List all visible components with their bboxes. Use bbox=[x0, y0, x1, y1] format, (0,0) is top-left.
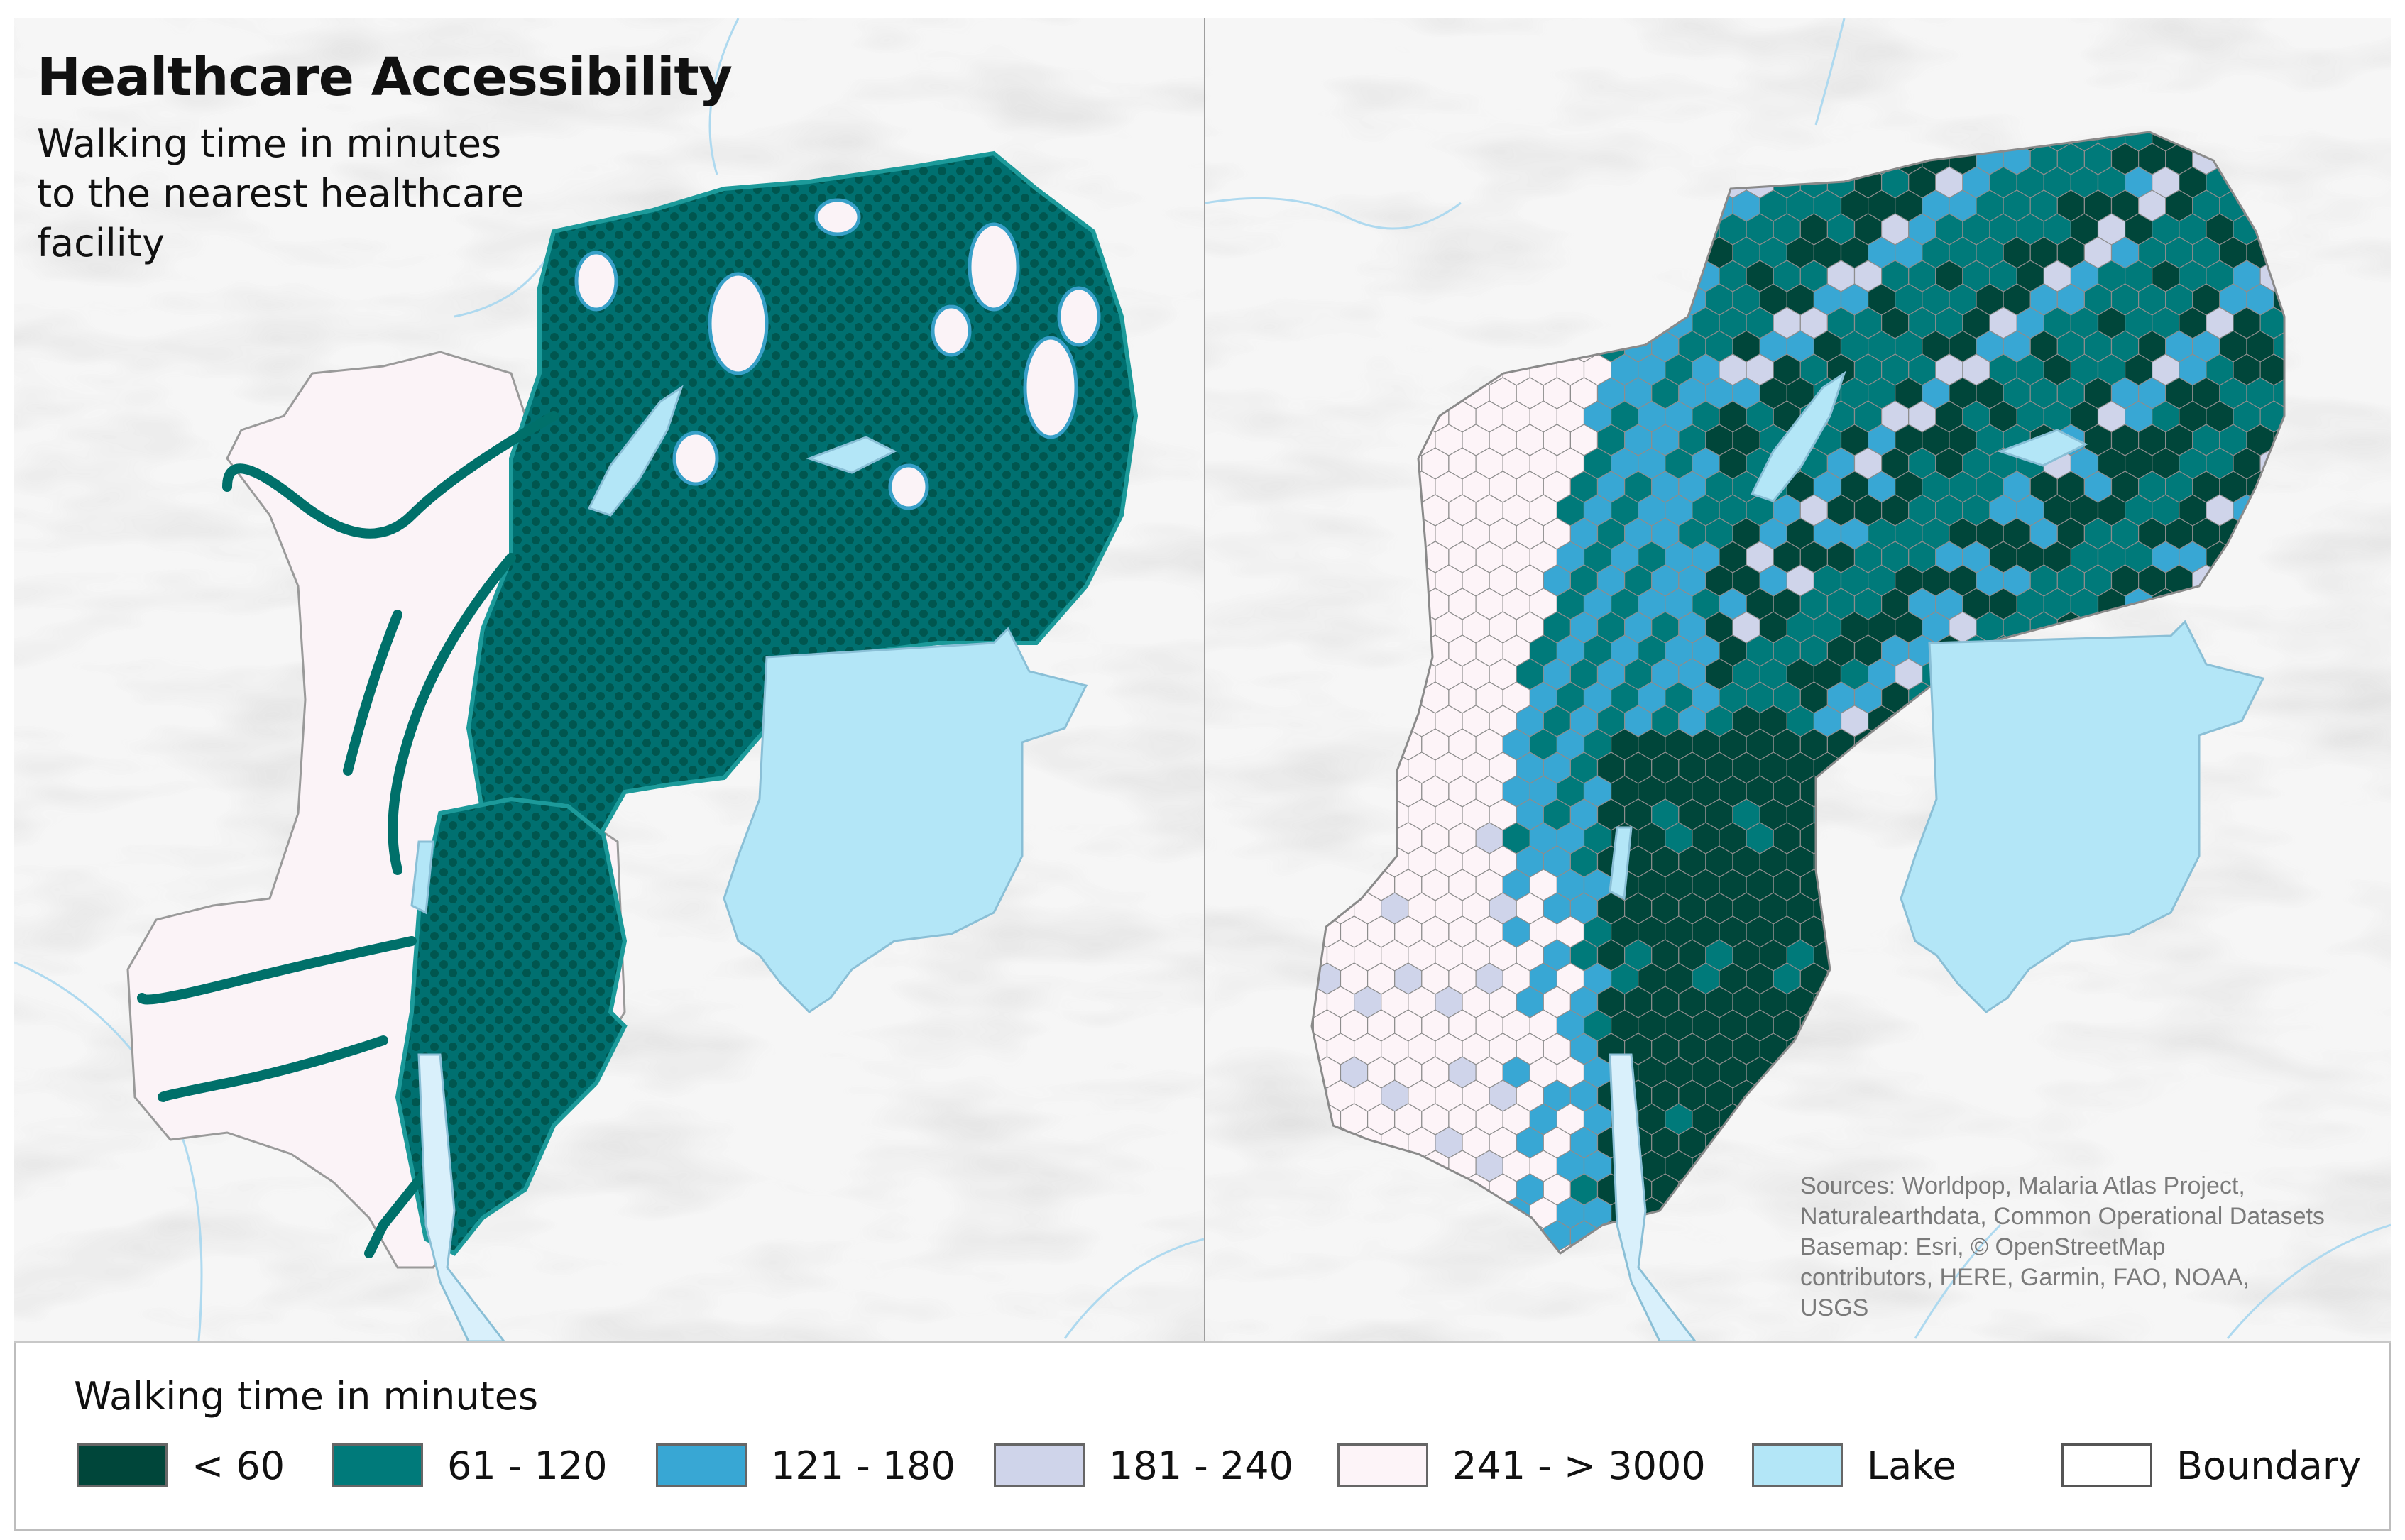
lake-victoria bbox=[723, 627, 1088, 1013]
lake-tanganyika bbox=[417, 1053, 505, 1341]
legend-label: 121 - 180 bbox=[771, 1443, 955, 1488]
legend-label: Boundary bbox=[2176, 1443, 2362, 1488]
sources-line: USGS bbox=[1800, 1294, 1869, 1321]
legend-swatch bbox=[77, 1443, 168, 1487]
lakes bbox=[410, 385, 1088, 1341]
sources-credits: Sources: Worldpop, Malaria Atlas Project… bbox=[1800, 1171, 2325, 1324]
legend-item-181-240: 181 - 240 bbox=[994, 1441, 1293, 1490]
lake-victoria bbox=[1900, 620, 2265, 1013]
hexagon-access-map bbox=[1205, 18, 2391, 1341]
lake-edward bbox=[410, 840, 434, 915]
lake-edward bbox=[1609, 826, 1633, 901]
legend-item-121-180: 121 - 180 bbox=[656, 1441, 955, 1490]
lake-tanganyika bbox=[1609, 1053, 1697, 1341]
legend-label: 61 - 120 bbox=[447, 1443, 608, 1488]
legend-item-241-3000: 241 - > 3000 bbox=[1337, 1441, 1706, 1490]
legend-swatch bbox=[994, 1443, 1085, 1487]
legend-separator bbox=[14, 1341, 2391, 1343]
lake-kyoga bbox=[806, 436, 897, 474]
sources-line: Basemap: Esri, © OpenStreetMap bbox=[1800, 1233, 2166, 1260]
lake-albert bbox=[587, 385, 684, 517]
map-panel-continuous[interactable] bbox=[14, 18, 1204, 1341]
sources-line: contributors, HERE, Garmin, FAO, NOAA, bbox=[1800, 1264, 2250, 1291]
legend-swatch bbox=[332, 1443, 423, 1487]
legend-swatch bbox=[1752, 1443, 1843, 1487]
map-subtitle: Walking time in minutes to the nearest h… bbox=[37, 119, 524, 268]
legend-label: 241 - > 3000 bbox=[1452, 1443, 1706, 1488]
legend-label: < 60 bbox=[192, 1443, 285, 1488]
subtitle-line: to the nearest healthcare bbox=[37, 171, 525, 216]
legend-item-lt60: < 60 bbox=[77, 1441, 285, 1490]
region-boundary bbox=[1310, 131, 2286, 1255]
legend-label: 181 - 240 bbox=[1109, 1443, 1293, 1488]
rivers bbox=[1205, 18, 2391, 1339]
access-corridors-west bbox=[137, 411, 559, 1258]
lake-albert bbox=[1750, 370, 1846, 502]
sources-line: Naturalearthdata, Common Operational Dat… bbox=[1800, 1203, 2325, 1230]
subtitle-line: facility bbox=[37, 221, 165, 265]
lake-kyoga bbox=[1997, 429, 2088, 467]
gap-patches bbox=[574, 198, 1101, 510]
legend: < 60 61 - 120 121 - 180 181 - 240 241 - … bbox=[77, 1441, 2377, 1490]
legend-swatch bbox=[2061, 1443, 2152, 1487]
sources-line: Sources: Worldpop, Malaria Atlas Project… bbox=[1800, 1172, 2245, 1199]
legend-title: Walking time in minutes bbox=[74, 1374, 539, 1419]
lakes bbox=[1609, 370, 2265, 1341]
legend-label: Lake bbox=[1867, 1443, 1956, 1488]
map-title: Healthcare Accessibility bbox=[37, 47, 733, 108]
subtitle-line: Walking time in minutes bbox=[37, 121, 502, 166]
legend-swatch bbox=[1337, 1443, 1428, 1487]
panel-divider bbox=[1204, 18, 1206, 1341]
map-panel-hexagon[interactable] bbox=[1205, 18, 2391, 1341]
legend-item-61-120: 61 - 120 bbox=[332, 1441, 608, 1490]
legend-item-lake: Lake bbox=[1752, 1441, 1956, 1490]
continuous-access-map bbox=[14, 18, 1204, 1341]
legend-swatch bbox=[656, 1443, 747, 1487]
access-surface-south bbox=[395, 796, 628, 1256]
legend-item-boundary: Boundary bbox=[2061, 1441, 2361, 1490]
